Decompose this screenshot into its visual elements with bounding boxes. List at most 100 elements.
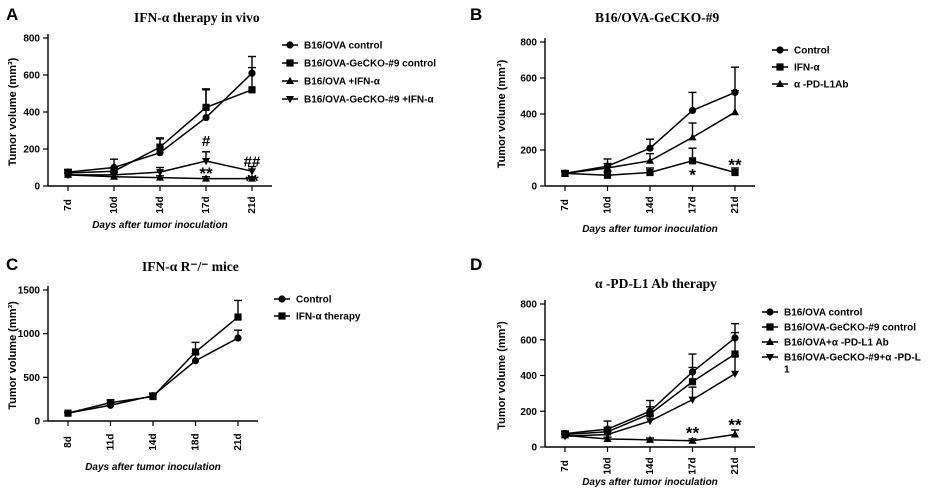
data-point [688,133,697,141]
data-point [248,168,256,176]
data-point [731,430,739,438]
series-line [67,89,253,174]
y-tick-label: 0 [531,182,537,193]
x-tick-label: 10d [603,196,614,213]
series-2 [64,66,256,177]
legend-item: IFN-α therapy [274,312,361,323]
legend-item: B16/OVA control [282,41,383,52]
x-tick-label: 21d [247,196,258,213]
data-point [191,348,200,356]
y-axis-label: Tumor volume (mm³) [496,59,508,168]
data-point [64,171,72,180]
data-point [688,436,697,444]
data-point [731,350,739,358]
data-point [156,143,164,151]
chart-title: IFN-α therapy in vivo [134,10,260,25]
legend: B16/OVA control B16/OVA-GeCKO-#9 control B… [282,41,436,106]
data-point [561,433,569,441]
panel-letter: C [6,255,18,274]
legend-item: B16/OVA-GeCKO-#9+α -PD-L 1 [762,353,921,376]
x-tick-label: 11d [106,434,117,451]
y-axis-label: Tumor volume (mm³) [7,57,19,166]
data-point [646,418,654,426]
legend: B16/OVA control B16/OVA-GeCKO-#9 control B… [762,308,921,376]
legend-marker [286,76,294,84]
legend-label: IFN-α [794,63,820,74]
data-point [248,174,256,182]
legend-item: B16/OVA-GeCKO-#9 control [762,323,916,334]
legend-label: B16/OVA-GeCKO-#9+α -PD-L 1 [784,353,921,376]
series-3 [561,429,739,444]
panel-letter: B [470,5,482,24]
legend-item: B16/OVA-GeCKO-#9 control [282,59,436,70]
panel-b: B B16/OVA-GeCKO-#9 0 200 400 600 800 7d 10d 14d 17… [470,5,848,235]
legend-marker [286,41,294,49]
data-point [688,396,697,404]
data-point [731,168,739,177]
legend-item: α -PD-L1Ab [772,80,848,91]
legend-marker [766,308,774,316]
y-tick-label: 600 [23,71,40,82]
data-point [202,174,210,182]
legend-label: IFN-α therapy [296,312,361,323]
y-tick-label: 200 [520,407,537,418]
x-tick-label: 10d [109,196,120,213]
legend-label: Control [794,46,830,57]
x-tick-label: 17d [688,196,699,213]
legend-label: Control [296,295,332,306]
data-point [646,144,654,152]
y-tick-label: 200 [520,146,537,157]
data-point [646,435,654,443]
y-tick-label: 200 [23,145,40,156]
y-tick-label: 0 [34,417,40,428]
y-tick-label: 400 [23,108,40,119]
series-3 [561,89,739,177]
significance-annotation: ** [199,164,213,183]
significance-annotation: * [689,165,696,184]
legend-item: B16/OVA control [762,308,863,319]
chart-title: IFN-α R⁻/⁻ mice [142,259,239,274]
x-tick-label: 7d [560,199,571,211]
data-point [110,171,118,180]
data-point [561,169,569,177]
significance-annotation: ** [728,416,742,435]
y-axis-label: Tumor volume (mm³) [7,301,19,410]
data-point [202,158,210,166]
data-point [149,392,157,401]
legend-item: IFN-α [772,63,820,74]
legend-marker [776,46,784,54]
data-point [731,108,739,116]
data-point [603,431,612,439]
data-point [688,157,697,165]
legend-marker [278,312,286,320]
legend-marker [278,295,286,303]
data-point [646,410,654,418]
data-point [202,103,210,111]
x-tick-label: 14d [148,433,159,450]
series-1 [64,329,242,417]
x-tick-label: 14d [155,196,166,213]
legend-label: B16/OVA-GeCKO-#9 +IFN-α [304,95,434,106]
panel-a: A IFN-α therapy in vivo 0 200 400 600 800 7d 10d… [6,5,436,231]
y-tick-label: 400 [520,371,537,382]
series-2 [64,299,242,417]
data-point [106,399,115,407]
x-tick-label: 18d [191,433,202,450]
chart-title: α -PD-L1 Ab therapy [595,276,717,291]
data-point [603,163,612,171]
legend-label: B16/OVA-GeCKO-#9 control [784,323,916,334]
legend-label-line: 1 [784,365,790,376]
y-tick-label: 1000 [18,329,41,340]
y-tick-label: 0 [34,182,40,193]
legend-item: B16/OVA +IFN-α [282,77,381,88]
series-line [67,337,239,414]
legend-item: B16/OVA+α -PD-L1 Ab [762,338,889,349]
legend-marker [766,354,774,362]
y-tick-label: 0 [531,443,537,454]
legend-label: B16/OVA+α -PD-L1 Ab [784,338,889,349]
y-tick-label: 400 [520,110,537,121]
y-tick-label: 600 [520,335,537,346]
y-tick-label: 800 [520,38,537,49]
legend-item: Control [274,295,332,306]
